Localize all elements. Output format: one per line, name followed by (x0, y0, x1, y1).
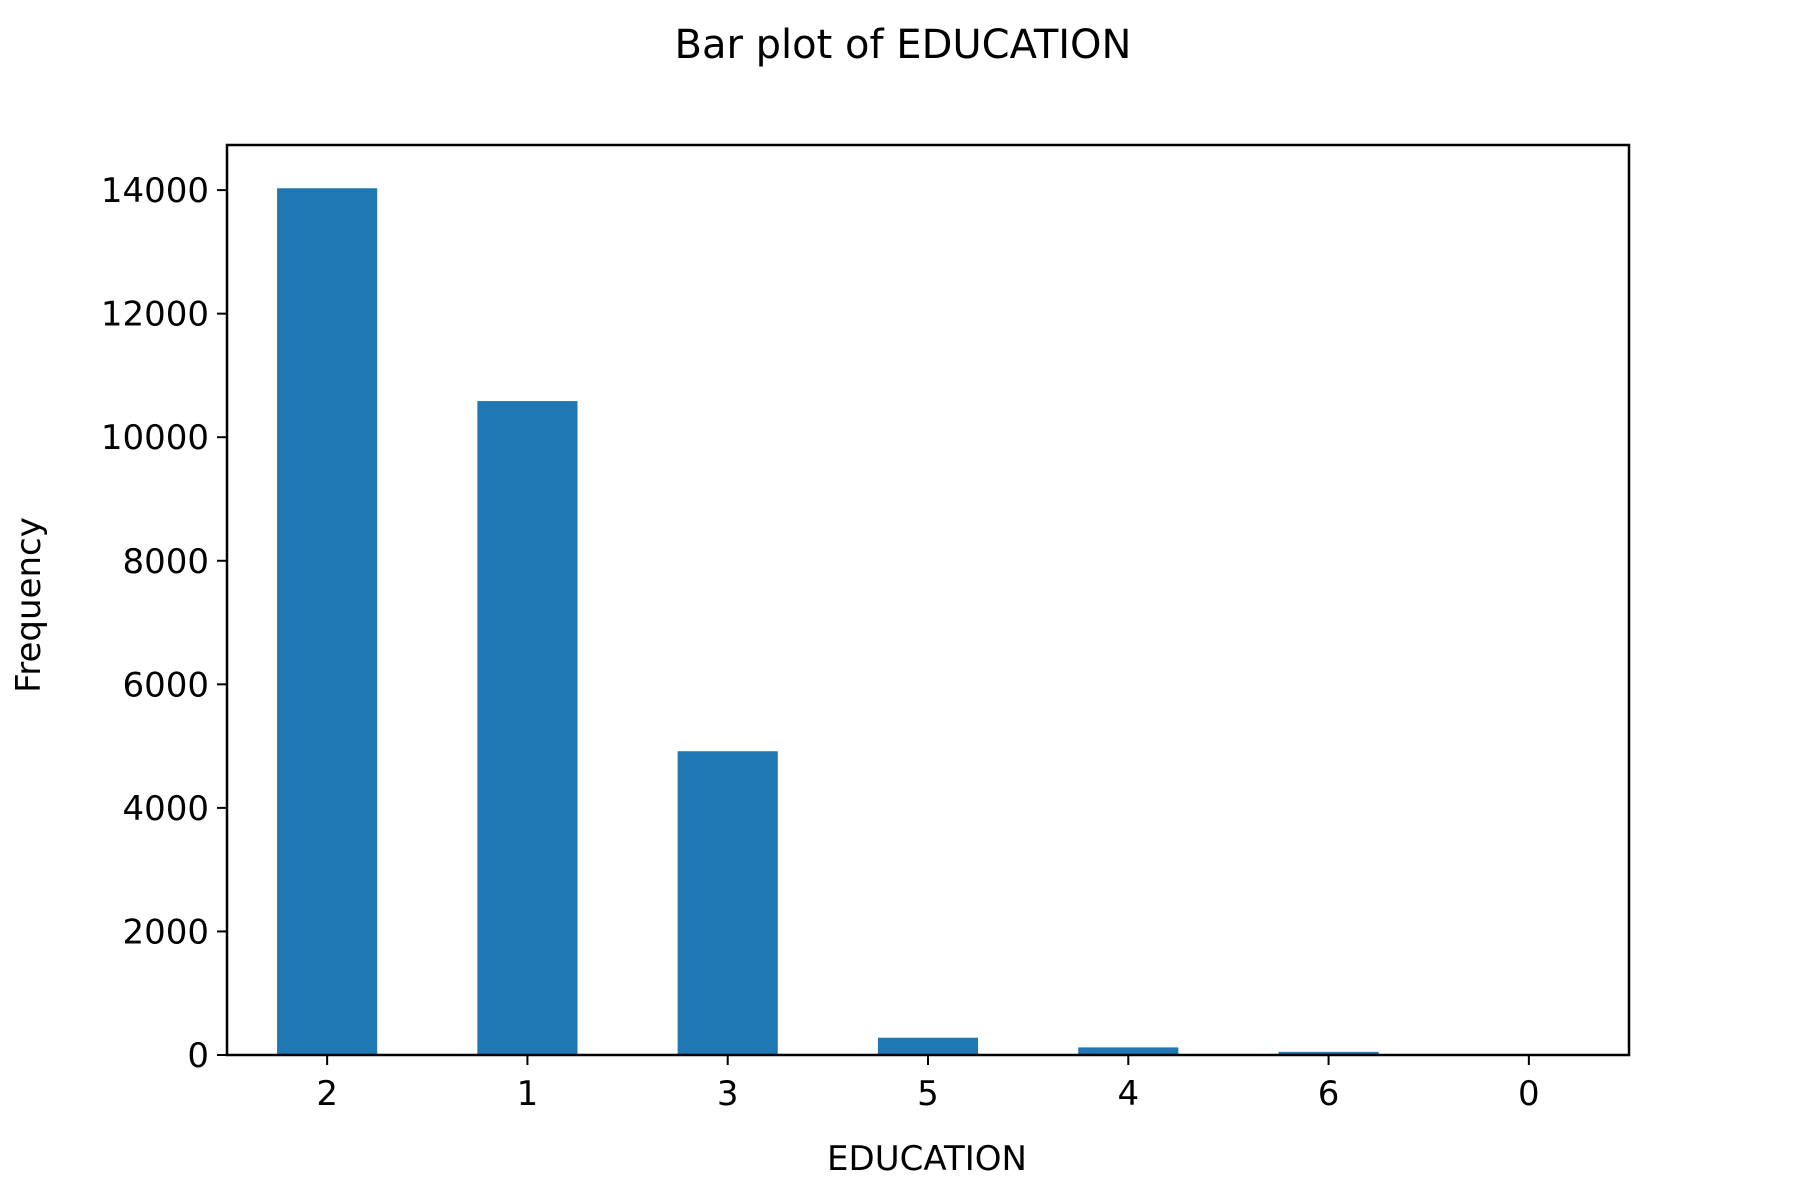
y-tick-label-8000: 8000 (122, 542, 209, 582)
plot-frame (225, 143, 1631, 1057)
y-tick-label-10000: 10000 (101, 418, 209, 458)
x-tick-label-2: 2 (316, 1074, 338, 1114)
bar-1 (477, 401, 578, 1055)
y-tick-label-14000: 14000 (101, 171, 209, 211)
bar-6 (1278, 1051, 1379, 1055)
chart-title: Bar plot of EDUCATION (675, 22, 1132, 68)
y-axis-label: Frequency (9, 517, 49, 693)
x-tick-label-1: 1 (517, 1074, 539, 1114)
y-tick-label-6000: 6000 (122, 665, 209, 705)
x-tick-label-0: 0 (1518, 1074, 1540, 1114)
bar-2 (277, 188, 378, 1055)
x-tick-label-5: 5 (917, 1074, 939, 1114)
x-axis: 2 1 3 5 4 6 0 (316, 1055, 1540, 1114)
bar-3 (677, 751, 778, 1055)
x-axis-label: EDUCATION (827, 1139, 1027, 1179)
x-tick-label-6: 6 (1318, 1074, 1340, 1114)
bars-group (277, 188, 1579, 1055)
bar-5 (877, 1037, 979, 1055)
bar-4 (1078, 1047, 1179, 1055)
y-tick-label-4000: 4000 (122, 789, 209, 829)
y-tick-label-2000: 2000 (122, 912, 209, 952)
x-tick-label-3: 3 (717, 1074, 739, 1114)
x-tick-label-4: 4 (1117, 1074, 1139, 1114)
y-tick-label-0: 0 (187, 1036, 209, 1076)
y-tick-label-12000: 12000 (101, 295, 209, 335)
y-axis: 0 2000 4000 6000 8000 10000 12000 14000 (101, 171, 227, 1076)
